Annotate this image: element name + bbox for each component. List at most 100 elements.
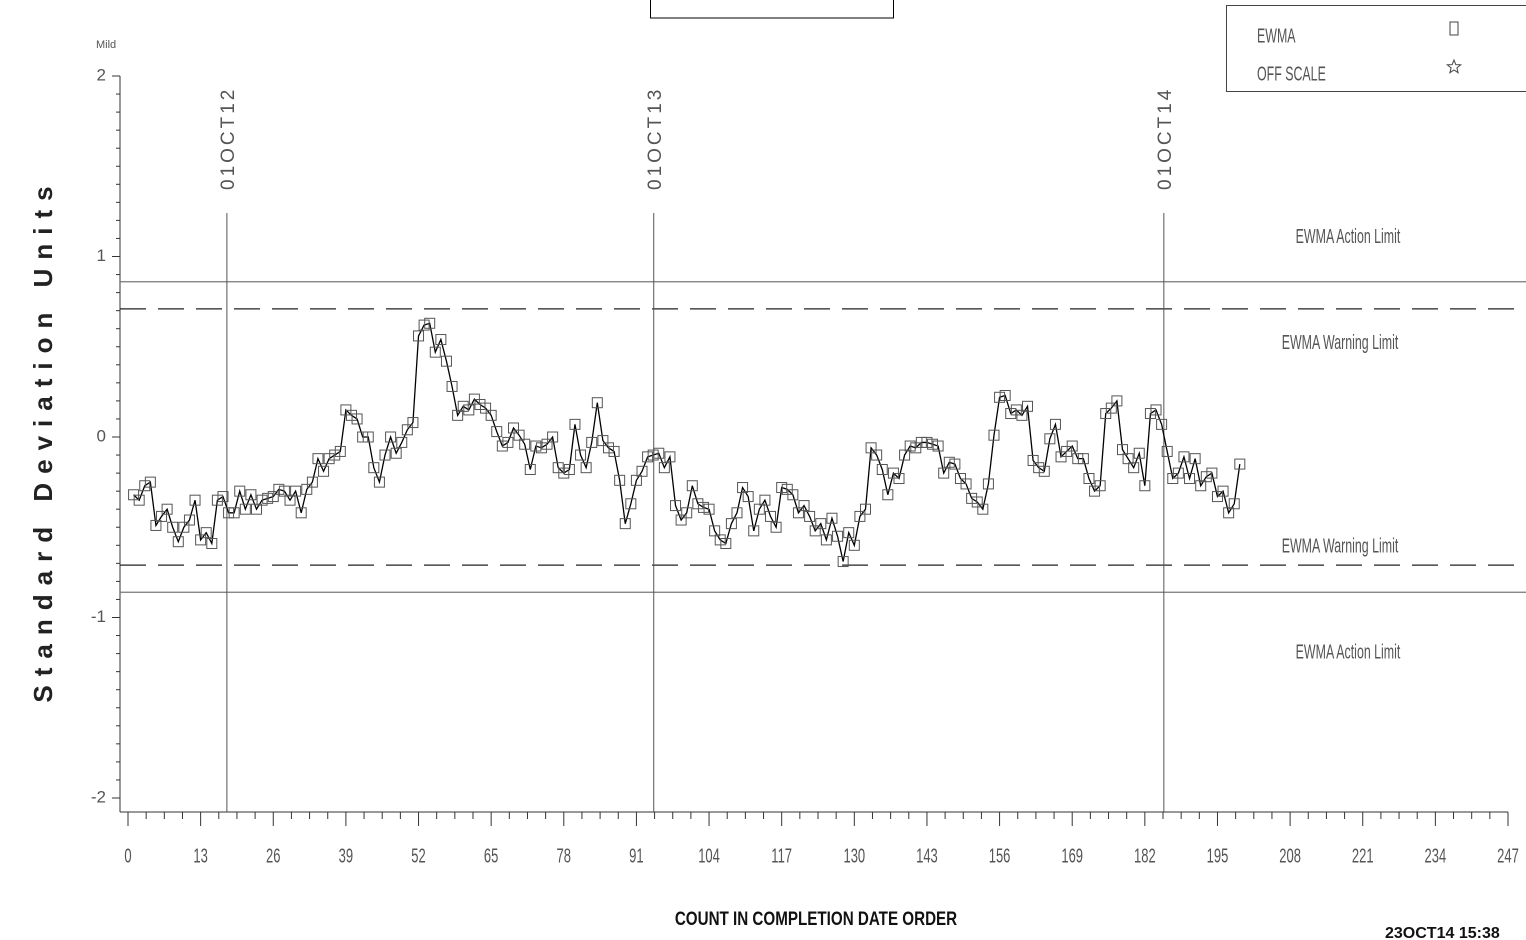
point-marker xyxy=(703,503,715,515)
point-marker xyxy=(530,440,542,452)
point-marker xyxy=(625,498,637,510)
point-marker xyxy=(357,431,369,443)
point-marker xyxy=(1027,454,1039,466)
point-marker xyxy=(1223,507,1235,519)
x-tick-label: 65 xyxy=(484,844,498,867)
point-marker xyxy=(580,462,592,474)
point-marker xyxy=(312,453,324,465)
point-marker xyxy=(513,429,525,441)
point-marker xyxy=(295,507,307,519)
series-line xyxy=(133,322,1241,562)
point-marker xyxy=(323,453,335,465)
point-marker xyxy=(541,438,553,450)
point-marker xyxy=(686,480,698,492)
point-marker xyxy=(697,501,709,513)
point-marker xyxy=(1038,465,1050,477)
point-marker xyxy=(239,503,251,515)
point-marker xyxy=(608,445,620,457)
point-marker xyxy=(949,458,961,470)
point-marker xyxy=(770,521,782,533)
point-marker xyxy=(1178,451,1190,463)
point-marker xyxy=(1116,444,1128,456)
x-tick-label: 221 xyxy=(1352,844,1374,867)
point-marker xyxy=(630,474,642,486)
point-marker xyxy=(765,510,777,522)
point-marker xyxy=(882,489,894,501)
point-marker xyxy=(614,474,626,486)
point-marker xyxy=(1156,418,1168,430)
point-marker xyxy=(753,503,765,515)
point-marker xyxy=(329,449,341,461)
point-marker xyxy=(217,491,229,503)
point-marker xyxy=(837,556,849,568)
point-marker xyxy=(206,537,218,549)
point-marker xyxy=(251,503,263,515)
point-marker xyxy=(284,494,296,506)
point-marker xyxy=(524,463,536,475)
point-marker xyxy=(407,417,419,429)
y-tick-label: -2 xyxy=(91,787,106,806)
point-marker xyxy=(273,483,285,495)
x-axis-label: COUNT IN COMPLETION DATE ORDER xyxy=(675,907,958,929)
point-marker xyxy=(547,431,559,443)
point-marker xyxy=(591,397,603,409)
point-marker xyxy=(508,422,520,434)
point-marker xyxy=(189,494,201,506)
point-marker xyxy=(893,473,905,485)
point-marker xyxy=(373,476,385,488)
point-marker xyxy=(982,478,994,490)
limit-label: EWMA Warning Limit xyxy=(1282,534,1399,557)
point-marker xyxy=(748,525,760,537)
point-marker xyxy=(681,507,693,519)
point-marker xyxy=(971,496,983,508)
point-marker xyxy=(1195,480,1207,492)
point-marker xyxy=(720,537,732,549)
point-marker xyxy=(815,518,827,530)
point-marker xyxy=(832,530,844,542)
point-marker xyxy=(725,518,737,530)
point-marker xyxy=(429,346,441,358)
point-marker xyxy=(999,389,1011,401)
point-marker xyxy=(1122,453,1134,465)
point-marker xyxy=(167,521,179,533)
point-marker xyxy=(345,409,357,421)
point-marker xyxy=(424,317,436,329)
point-marker xyxy=(558,467,570,479)
date-label: 01OCT13 xyxy=(645,87,666,190)
point-marker xyxy=(563,463,575,475)
point-marker xyxy=(865,442,877,454)
point-marker xyxy=(899,449,911,461)
y-tick-label: 1 xyxy=(97,246,106,265)
title-box xyxy=(650,0,894,19)
y-tick-label: -1 xyxy=(91,607,106,626)
x-tick-label: 247 xyxy=(1497,844,1519,867)
point-marker xyxy=(301,483,313,495)
point-marker xyxy=(1133,447,1145,459)
point-marker xyxy=(938,467,950,479)
point-marker xyxy=(491,426,503,438)
x-tick-label: 52 xyxy=(411,844,425,867)
point-marker xyxy=(994,391,1006,403)
point-marker xyxy=(1111,395,1123,407)
x-tick-label: 13 xyxy=(193,844,207,867)
point-marker xyxy=(792,507,804,519)
point-marker xyxy=(228,507,240,519)
point-marker xyxy=(809,525,821,537)
point-marker xyxy=(401,424,413,436)
point-marker xyxy=(1077,453,1089,465)
point-marker xyxy=(714,534,726,546)
x-tick-label: 104 xyxy=(698,844,720,867)
timestamp: 23OCT14 15:38 xyxy=(1385,925,1500,940)
point-marker xyxy=(943,456,955,468)
point-marker xyxy=(575,449,587,461)
point-marker xyxy=(843,527,855,539)
y-tick-label: 0 xyxy=(97,426,106,445)
point-marker xyxy=(670,500,682,512)
point-marker xyxy=(1049,418,1061,430)
point-marker xyxy=(485,409,497,421)
point-marker xyxy=(876,463,888,475)
point-marker xyxy=(457,400,469,412)
point-marker xyxy=(988,429,1000,441)
point-marker xyxy=(351,413,363,425)
